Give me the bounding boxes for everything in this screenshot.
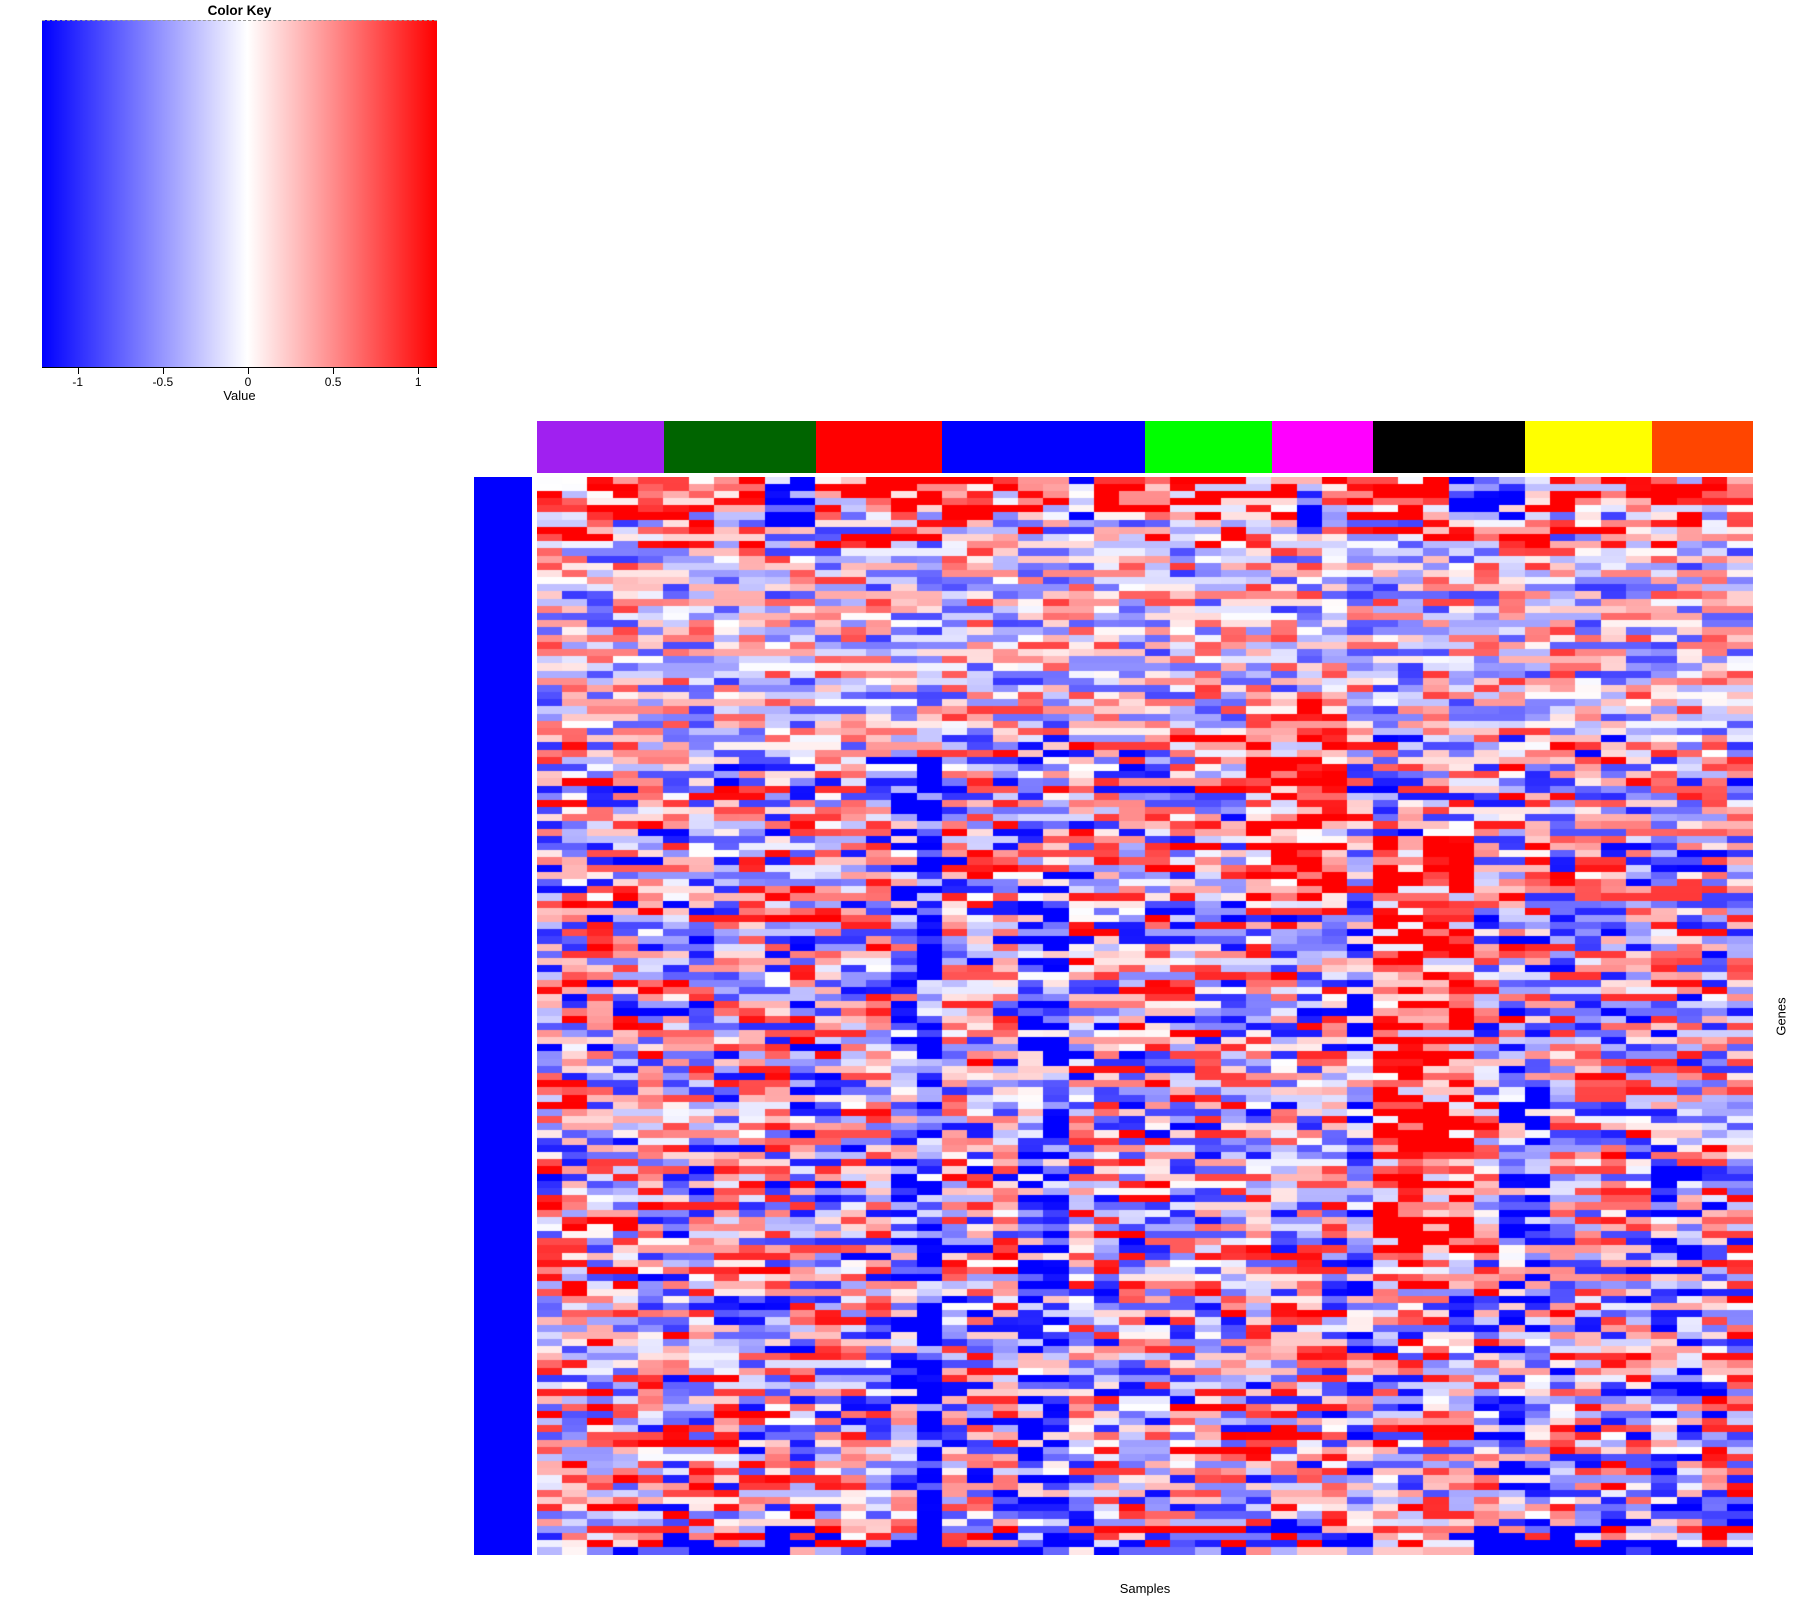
col-group-segment-green xyxy=(1144,421,1272,473)
color-key-gradient-bar xyxy=(42,20,437,368)
col-group-segment-orange xyxy=(1651,421,1753,473)
column-side-color-bar xyxy=(537,421,1753,473)
color-key-tick xyxy=(333,368,335,374)
color-key-tick-label: 0.5 xyxy=(324,375,342,389)
color-key-tick xyxy=(162,368,164,374)
color-key-tick xyxy=(248,368,249,374)
x-axis-label-samples: Samples xyxy=(1119,1581,1171,1596)
col-group-segment-dark-green xyxy=(663,421,816,473)
col-group-segment-blue xyxy=(942,421,1145,473)
row-side-color-bar xyxy=(474,477,532,1555)
color-key-tick-label: -1 xyxy=(72,375,84,389)
col-group-segment-purple xyxy=(537,421,664,473)
col-group-segment-yellow xyxy=(1524,421,1652,473)
y-axis-label-text: Genes xyxy=(1773,996,1789,1036)
col-group-segment-red xyxy=(815,421,943,473)
color-key-tick-label: 1 xyxy=(414,375,422,389)
color-key-value-label: Value xyxy=(223,388,256,403)
color-key-tick xyxy=(418,368,420,374)
col-group-segment-magenta xyxy=(1271,421,1373,473)
color-key-tick xyxy=(77,368,79,374)
color-key-tick-label: -0.5 xyxy=(152,375,174,389)
color-key-tick-label: 0 xyxy=(244,375,252,389)
color-key-axis-line xyxy=(42,367,437,368)
color-key-title: Color Key xyxy=(207,3,272,18)
col-group-segment-black xyxy=(1372,421,1525,473)
heatmap-matrix xyxy=(537,477,1753,1555)
y-axis-label-genes: Genes xyxy=(1768,477,1794,1555)
